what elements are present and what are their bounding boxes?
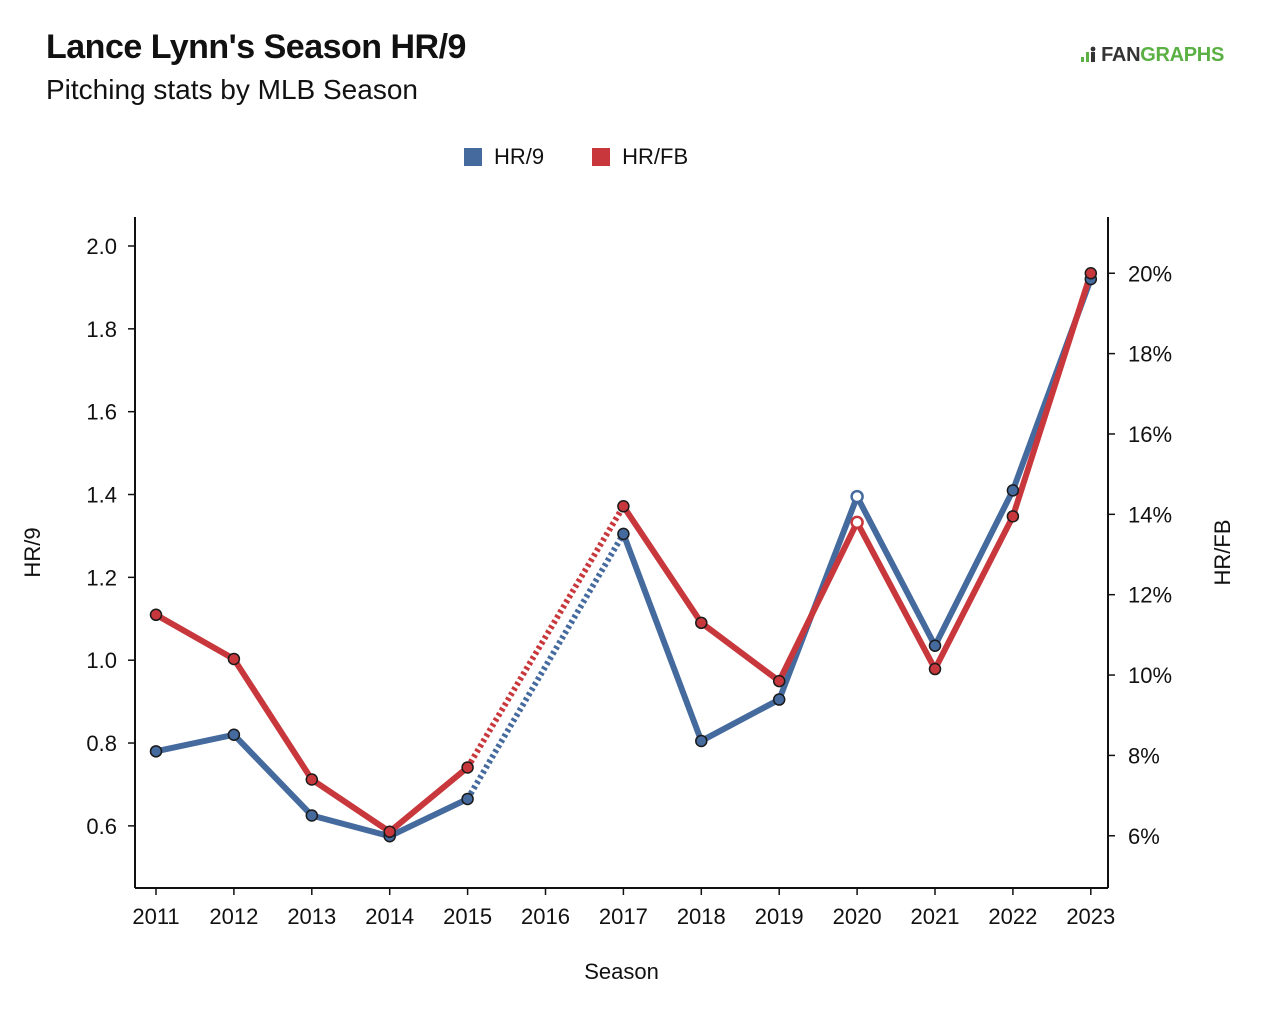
y2-tick-label: 8% xyxy=(1128,743,1160,768)
x-tick-label: 2012 xyxy=(209,904,258,929)
hrfb-point-2020 xyxy=(850,515,864,530)
y-tick-label: 1.4 xyxy=(86,483,117,508)
y-tick-label: 1.2 xyxy=(86,565,117,590)
x-tick-label: 2014 xyxy=(365,904,414,929)
hrfb-line-segment xyxy=(153,611,237,662)
hrfb-point-2018 xyxy=(695,616,708,630)
hrfb-point-2012 xyxy=(227,652,241,666)
hrfb-line-segment xyxy=(698,619,783,685)
x-tick-label: 2019 xyxy=(755,904,804,929)
x-tick-label: 2015 xyxy=(443,904,492,929)
hr9-point-2019 xyxy=(772,693,786,706)
hrfb-line-segment xyxy=(386,764,471,835)
x-tick-label: 2017 xyxy=(599,904,648,929)
y-tick-label: 0.6 xyxy=(86,814,117,839)
legend-item-hrfb[interactable]: HR/FB xyxy=(592,144,688,170)
legend-item-hr9[interactable]: HR/9 xyxy=(464,144,544,170)
y2-tick-label: 14% xyxy=(1128,502,1172,527)
hr9-line-segment xyxy=(230,731,315,819)
y-tick-label: 1.6 xyxy=(86,400,117,425)
x-tick-label: 2016 xyxy=(521,904,570,929)
legend-label-hrfb: HR/FB xyxy=(622,144,689,169)
hr9-line-segment xyxy=(308,812,393,840)
x-tick-label: 2022 xyxy=(988,904,1037,929)
hrfb-point-2013 xyxy=(305,773,319,786)
hr9-line-segment xyxy=(620,530,705,744)
hrfb-point-2011 xyxy=(149,608,163,622)
hrfb-point-2017 xyxy=(617,500,630,513)
hrfb-point-2023 xyxy=(1084,267,1098,280)
y2-tick-label: 6% xyxy=(1128,824,1160,849)
hr9-line-segment xyxy=(153,731,237,755)
x-tick-label: 2020 xyxy=(833,904,882,929)
hr9-point-2022 xyxy=(1006,484,1020,497)
x-tick-label: 2021 xyxy=(911,904,960,929)
hrfb-line-segment xyxy=(308,776,393,835)
hrfb-line-segment xyxy=(854,519,938,673)
chart-title: Lance Lynn's Season HR/9 xyxy=(46,28,466,66)
hr9-point-2018 xyxy=(695,734,708,748)
hrfb-point-2019 xyxy=(772,674,786,688)
x-tick-label: 2011 xyxy=(132,904,179,929)
legend-swatch-hr9 xyxy=(464,148,482,166)
x-tick-label: 2013 xyxy=(287,904,336,929)
hrfb-line-segment xyxy=(620,503,705,626)
y2-tick-label: 12% xyxy=(1128,583,1172,608)
hr9-line-segment xyxy=(932,487,1016,649)
hr9-line-segment xyxy=(698,696,783,744)
hrfb-point-2015 xyxy=(461,761,474,774)
legend-label-hr9: HR/9 xyxy=(494,144,545,169)
y-tick-label: 1.0 xyxy=(86,648,117,673)
hr9-point-2013 xyxy=(305,809,319,822)
y-tick-label: 1.8 xyxy=(86,317,117,342)
x-tick-label: 2023 xyxy=(1066,904,1115,929)
hrfb-line-segment xyxy=(230,655,315,783)
chart-legend: HR/9 HR/FB xyxy=(464,144,736,170)
logo-text-fan: FAN xyxy=(1101,44,1141,66)
hrfb-line-gap-segment xyxy=(465,504,626,769)
x-tick-label: 2018 xyxy=(677,904,726,929)
y2-tick-label: 16% xyxy=(1128,422,1172,447)
hr9-point-2021 xyxy=(928,639,942,652)
x-axis-label: Season xyxy=(584,959,659,984)
y2-tick-label: 18% xyxy=(1128,342,1172,367)
hr9-line-segment xyxy=(854,493,938,649)
hrfb-point-2021 xyxy=(928,662,942,676)
hrfb-line-segment xyxy=(776,519,861,685)
hr9-point-2012 xyxy=(227,728,241,741)
fangraphs-logo-icon xyxy=(1081,46,1096,62)
y-tick-label: 2.0 xyxy=(86,234,117,259)
y-axis-label: HR/9 xyxy=(20,527,45,577)
hr9-point-2020 xyxy=(850,489,864,504)
logo-text-graphs: GRAPHS xyxy=(1140,44,1224,66)
hrfb-line-segment xyxy=(1009,270,1094,520)
fangraphs-logo: FANGRAPHS xyxy=(1080,44,1224,67)
hr9-line-segment xyxy=(386,795,471,840)
y2-tick-label: 10% xyxy=(1128,663,1172,688)
legend-swatch-hrfb xyxy=(592,148,611,166)
y2-axis-label: HR/FB xyxy=(1210,520,1235,586)
hrfb-point-2014 xyxy=(383,825,396,838)
hr9-line-gap-segment xyxy=(465,532,626,801)
y2-tick-label: 20% xyxy=(1128,261,1172,286)
hr9-point-2011 xyxy=(149,745,163,758)
chart-subtitle: Pitching stats by MLB Season xyxy=(46,74,418,105)
hrfb-point-2022 xyxy=(1006,510,1020,523)
y-tick-label: 0.8 xyxy=(86,731,117,756)
hr9-point-2017 xyxy=(617,527,630,541)
hrfb-line-segment xyxy=(932,513,1016,673)
hr9-point-2015 xyxy=(461,792,474,806)
